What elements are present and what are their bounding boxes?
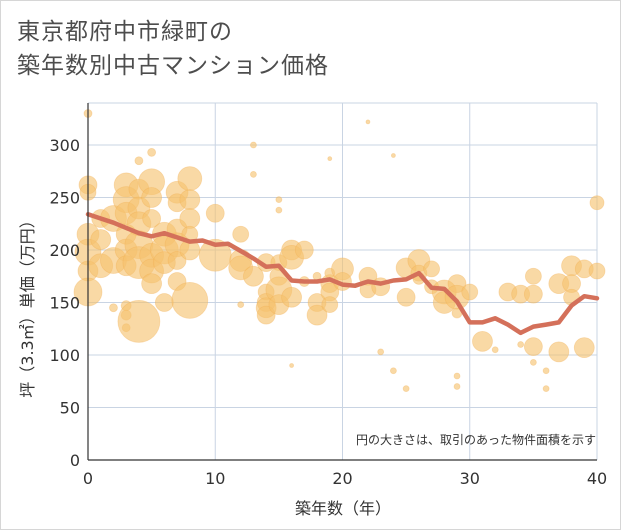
bubble-point-66 — [275, 196, 283, 204]
bubble-point-117 — [523, 284, 543, 304]
bubble-point-128 — [573, 337, 595, 359]
bubble-point-116 — [524, 267, 542, 285]
x-tick-label-20: 20 — [332, 469, 352, 488]
bubble-series — [73, 109, 606, 393]
y-tick-label-200: 200 — [49, 241, 80, 260]
bubble-point-31 — [141, 187, 163, 208]
bubble-point-92 — [377, 348, 385, 356]
bubble-point-108 — [453, 372, 461, 380]
bubble-point-46 — [177, 166, 203, 192]
chart-title-line-1: 東京都府中市緑町の — [17, 19, 233, 45]
bubble-point-130 — [588, 262, 606, 280]
bubble-point-109 — [453, 383, 461, 390]
bubble-point-52 — [205, 203, 225, 223]
x-tick-label-40: 40 — [587, 469, 607, 488]
bubble-size-note: 円の大きさは、取引のあった物件面積を示す — [356, 432, 596, 447]
bubble-point-60 — [243, 265, 264, 287]
bubble-point-67 — [275, 206, 283, 214]
bubble-point-12 — [109, 303, 118, 313]
bubble-point-48 — [179, 208, 201, 229]
bubble-point-39 — [154, 293, 174, 312]
bubble-point-59 — [250, 170, 257, 178]
bubble-point-28 — [117, 299, 161, 343]
chart-title: 東京都府中市緑町の 築年数別中古マンション価格 — [17, 15, 329, 83]
bubble-point-110 — [461, 283, 479, 301]
bubble-point-97 — [402, 385, 410, 393]
bubble-point-129 — [589, 195, 605, 211]
bubble-point-32 — [142, 209, 162, 228]
bubble-point-65 — [256, 305, 276, 325]
bubble-point-101 — [423, 260, 440, 278]
bubble-point-96 — [396, 287, 416, 307]
x-axis-label: 築年数（年） — [295, 499, 391, 518]
bubble-point-115 — [517, 341, 525, 348]
trend-line — [85, 212, 600, 336]
bubble-point-79 — [306, 304, 328, 326]
y-tick-label-50: 50 — [60, 399, 80, 418]
y-tick-label-150: 150 — [49, 294, 80, 313]
x-tick-label-30: 30 — [460, 469, 480, 488]
bubble-point-84 — [321, 296, 339, 314]
y-tick-label-100: 100 — [49, 346, 80, 365]
bubble-point-8 — [90, 229, 112, 250]
bubble-point-57 — [237, 301, 245, 309]
bubble-point-74 — [281, 286, 303, 308]
tick-labels: 0 50 100 150 200 250 300 0 10 20 30 40 — [49, 136, 607, 488]
bubble-point-75 — [289, 363, 295, 368]
bubble-point-76 — [294, 240, 314, 260]
bubble-point-47 — [179, 189, 201, 211]
bubble-point-81 — [327, 156, 333, 162]
bubble-point-112 — [491, 346, 499, 354]
y-tick-label-0: 0 — [70, 451, 80, 470]
bubble-point-51 — [171, 281, 209, 319]
trend-line-series — [85, 212, 600, 336]
bubble-point-118 — [523, 337, 543, 357]
chart-title-line-2: 築年数別中古マンション価格 — [17, 53, 329, 79]
bubble-point-54 — [232, 225, 250, 243]
bubble-point-119 — [529, 358, 537, 366]
bubble-point-44 — [167, 251, 187, 270]
bubble-point-88 — [365, 119, 371, 125]
axes — [87, 103, 597, 461]
bubble-point-29 — [147, 147, 157, 157]
y-tick-label-300: 300 — [49, 136, 80, 155]
bubble-point-111 — [472, 330, 493, 352]
bubble-point-121 — [542, 385, 550, 393]
x-tick-label-0: 0 — [83, 469, 93, 488]
bubble-point-35 — [141, 273, 163, 295]
bubble-point-94 — [389, 367, 397, 375]
bubble-point-93 — [390, 153, 396, 158]
bubble-point-120 — [542, 367, 550, 375]
bubble-point-58 — [250, 141, 257, 149]
y-axis-label: 坪（3.3㎡）単価（万円） — [18, 212, 37, 397]
bubble-point-22 — [134, 156, 144, 166]
bubble-point-123 — [548, 341, 570, 363]
x-tick-label-10: 10 — [205, 469, 225, 488]
y-tick-label-250: 250 — [49, 189, 80, 208]
